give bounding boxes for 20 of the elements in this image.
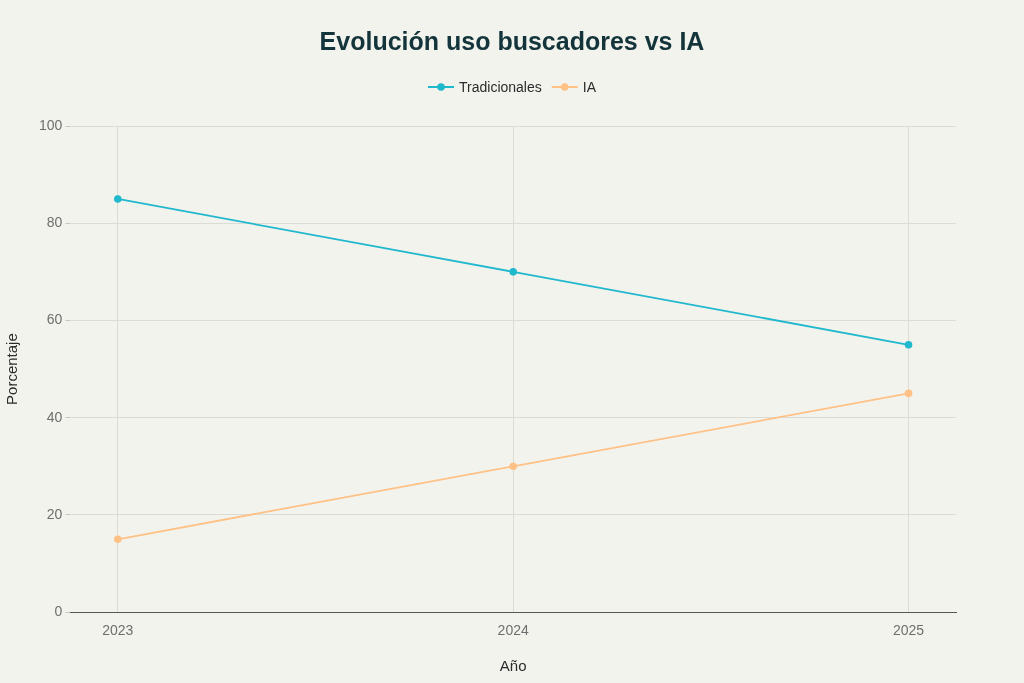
y-tick-label: 0 xyxy=(54,603,63,620)
point xyxy=(509,462,517,471)
point xyxy=(114,195,122,203)
y-axis-title: Porcentaje xyxy=(3,333,21,405)
point xyxy=(904,340,913,349)
point xyxy=(509,268,517,276)
x-tick-label: 2025 xyxy=(892,622,925,639)
y-tick-label: 60 xyxy=(46,311,63,328)
legend-label: Tradicionales xyxy=(459,78,542,95)
y-tick-label: 20 xyxy=(46,505,63,522)
point xyxy=(114,535,122,544)
chart-title: Evolución uso buscadores vs IA xyxy=(319,26,705,55)
point xyxy=(904,389,913,398)
y-tick-label: 40 xyxy=(46,408,63,425)
x-axis-title: Año xyxy=(499,657,527,675)
x-tick-label: 2024 xyxy=(497,622,529,639)
y-tick-label: 80 xyxy=(46,214,63,231)
x-tick-label: 2023 xyxy=(102,622,134,639)
y-tick-label: 100 xyxy=(39,116,63,133)
legend-label: IA xyxy=(582,78,597,95)
